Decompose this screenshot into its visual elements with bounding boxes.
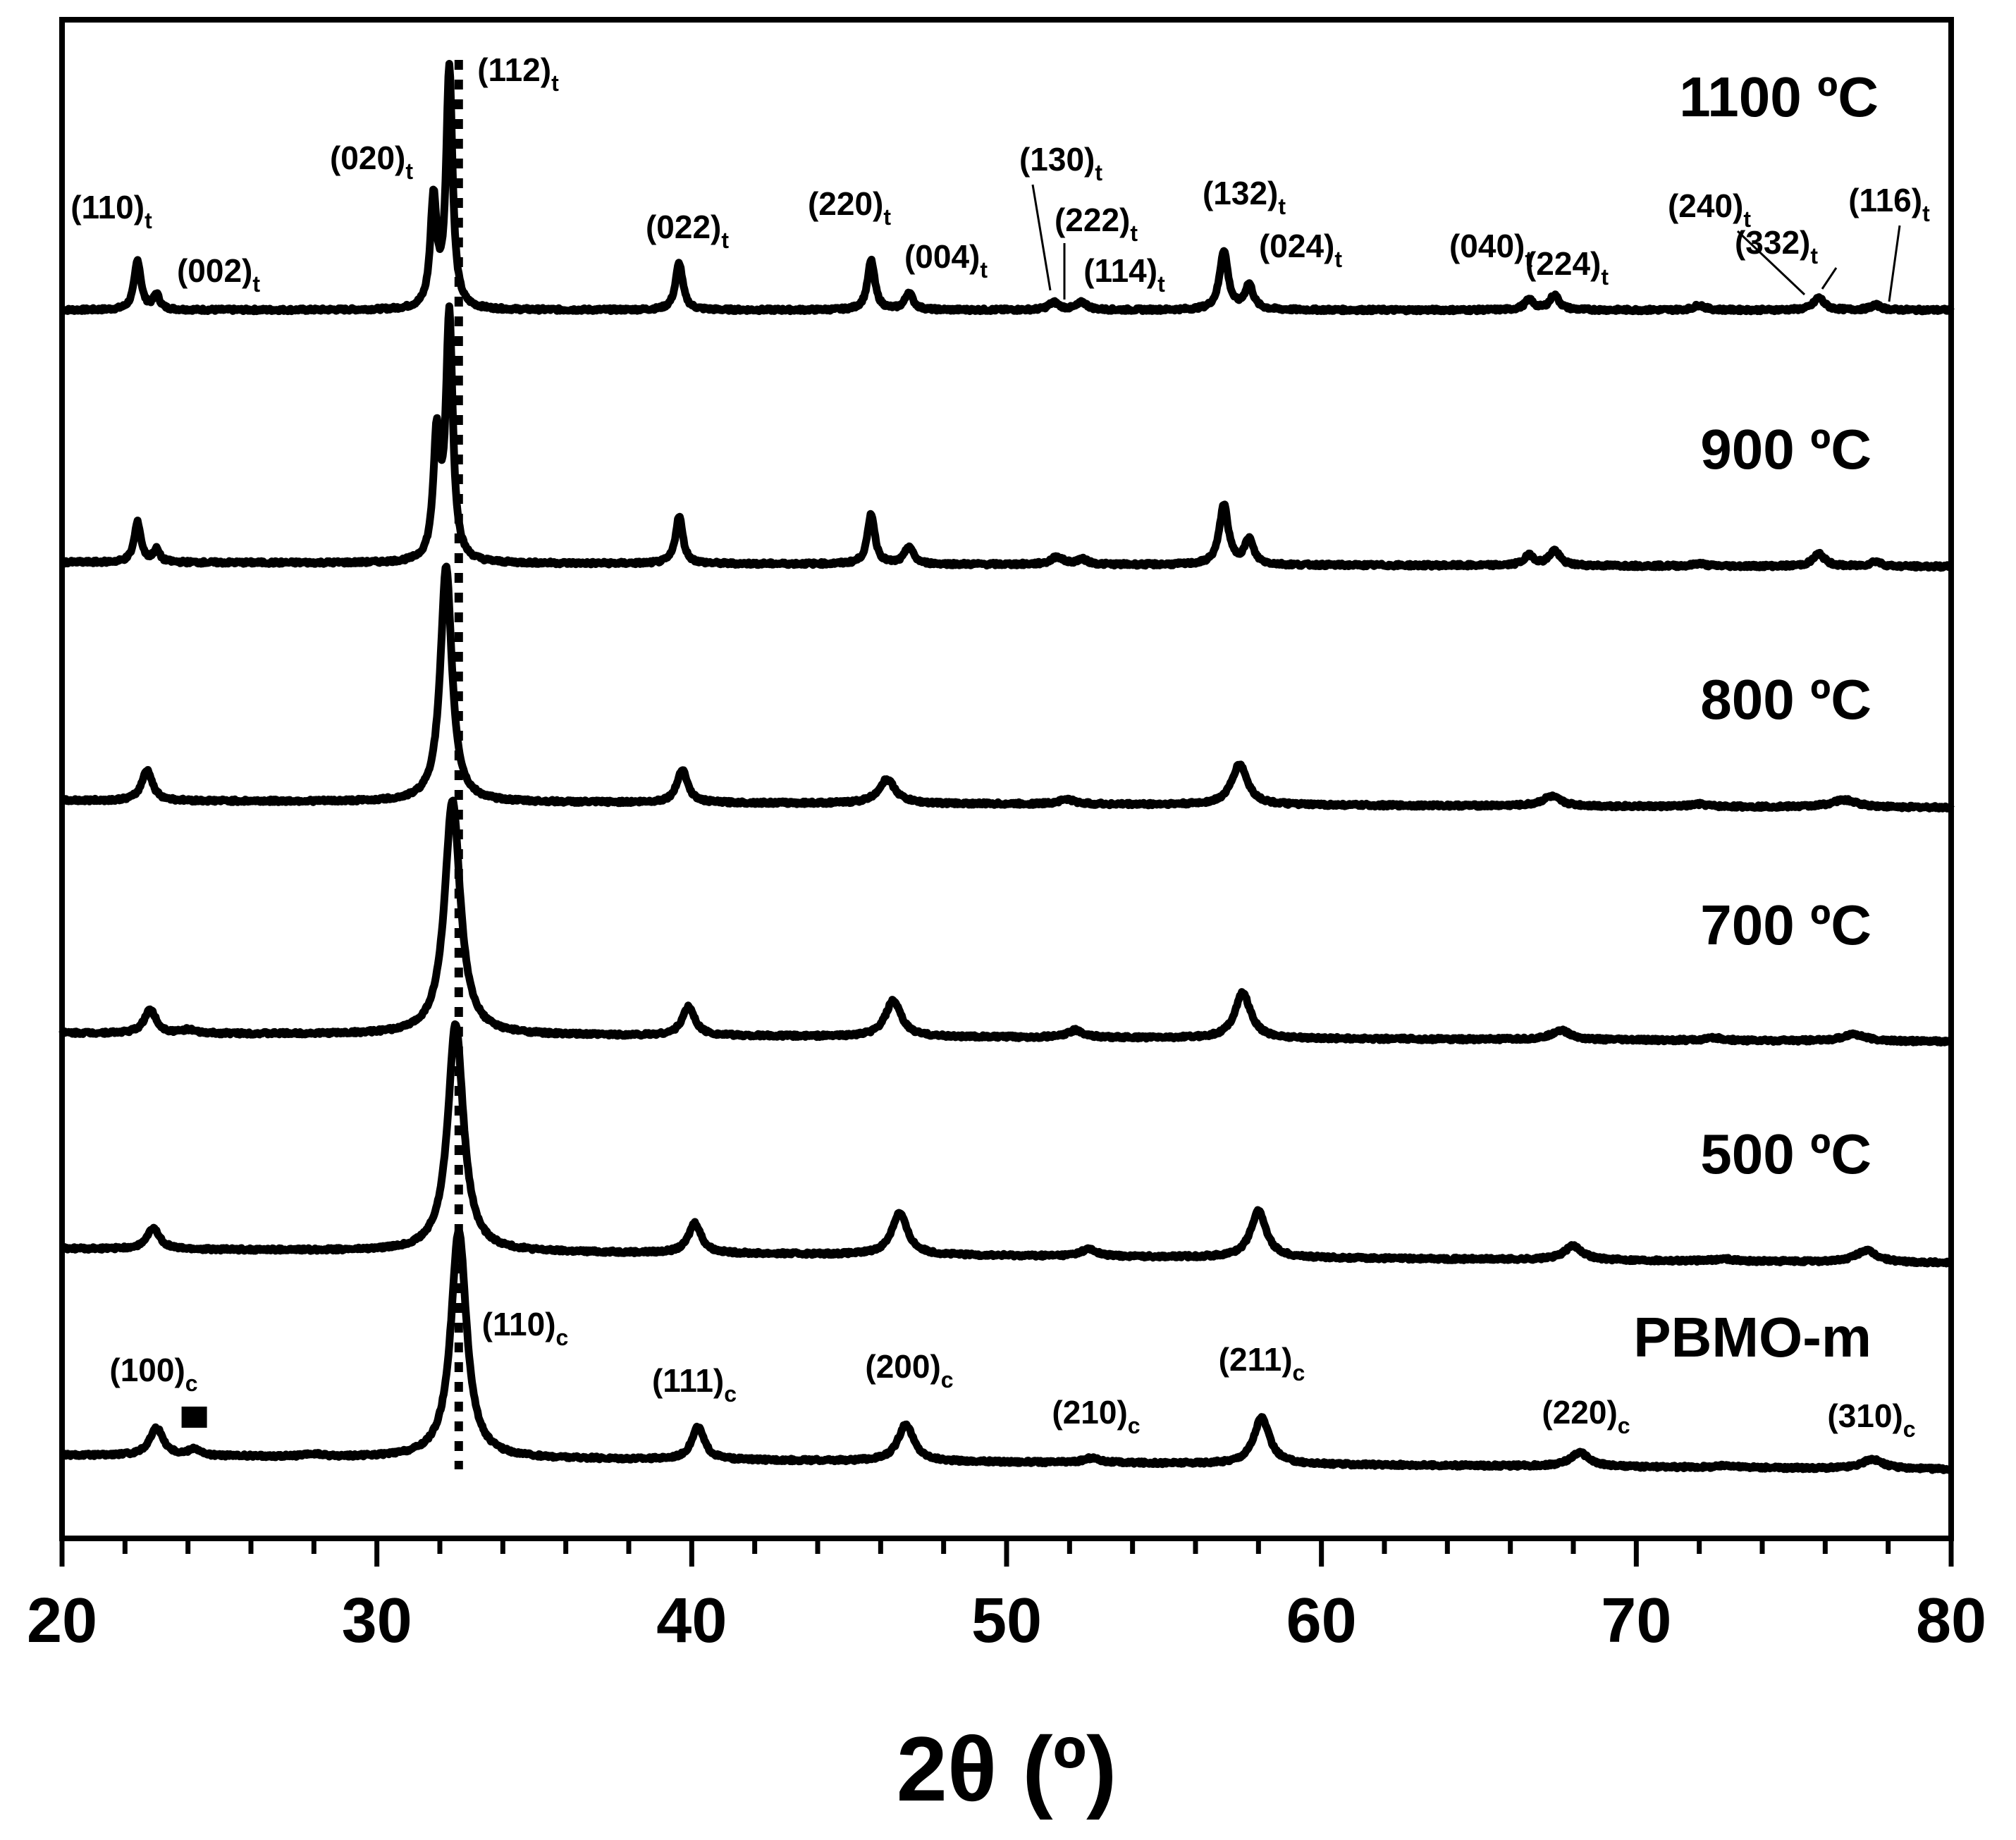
xrd-trace	[59, 796, 1955, 1046]
peak-label: (114)t	[1083, 252, 1165, 297]
peak-label: (100)c	[109, 1352, 197, 1396]
leader-line	[1888, 225, 1901, 302]
plot-area: (110)t (002)t (020)t (112)t (022)t (220)t (004…	[59, 17, 1955, 1541]
xrd-trace	[59, 1225, 1955, 1474]
x-axis-title: 2θ (º)	[897, 1717, 1117, 1820]
leader-line	[1031, 184, 1052, 291]
peak-label: (022)t	[646, 209, 729, 253]
x-tick-label: 50	[971, 1586, 1042, 1656]
xrd-trace	[59, 562, 1955, 813]
peak-label: (112)t	[477, 51, 559, 96]
peak-label: (210)c	[1052, 1394, 1140, 1438]
peak-label: (332)t	[1735, 224, 1818, 268]
sample-label: 700 ºC	[1700, 894, 1871, 956]
peak-label: (310)c	[1827, 1397, 1915, 1442]
peak-label: (132)t	[1203, 175, 1286, 219]
peak-label: (110)t	[70, 189, 152, 233]
x-axis: 20 30 40 50 60 70 80 2θ (º)	[27, 1538, 1986, 1820]
peak-label: (004)t	[904, 238, 988, 283]
xrd-trace	[59, 60, 1955, 316]
peak-label: (024)t	[1259, 228, 1342, 272]
leader-lines	[181, 184, 1901, 1428]
sample-label: 500 ºC	[1700, 1123, 1871, 1185]
peak-label: (222)t	[1055, 202, 1138, 246]
sample-label: 900 ºC	[1700, 418, 1871, 481]
x-ticks	[59, 1538, 1954, 1567]
sample-label: PBMO-m	[1633, 1306, 1871, 1369]
x-tick-label: 70	[1601, 1586, 1671, 1656]
peak-label: (002)t	[177, 252, 260, 297]
xrd-traces	[59, 60, 1955, 1474]
x-tick-label: 20	[27, 1586, 97, 1656]
peak-label: (116)t	[1848, 182, 1930, 226]
x-tick-label: 80	[1916, 1586, 1986, 1656]
x-tick-labels: 20 30 40 50 60 70 80	[27, 1586, 1986, 1656]
xrd-trace	[59, 1020, 1955, 1268]
peak-label: (224)t	[1525, 245, 1609, 290]
x-tick-label: 40	[656, 1586, 727, 1656]
peak-labels: (110)t (002)t (020)t (112)t (022)t (220)t (004…	[70, 51, 1930, 1442]
x-tick-label: 30	[342, 1586, 412, 1656]
peak-label: (110)c	[482, 1306, 569, 1350]
leader-line	[1736, 230, 1806, 296]
peak-label: (200)c	[865, 1348, 953, 1393]
peak-label: (220)c	[1542, 1394, 1630, 1438]
xrd-trace	[59, 302, 1955, 572]
peak-label: (220)t	[808, 185, 891, 230]
impurity-marker	[181, 1407, 207, 1428]
peak-label: (040)t	[1449, 228, 1532, 272]
leader-line	[1821, 267, 1838, 290]
sample-label: 800 ºC	[1700, 668, 1871, 731]
sample-label: 1100 ºC	[1679, 66, 1879, 128]
x-tick-label: 60	[1286, 1586, 1357, 1656]
sample-labels: 1100 ºC 900 ºC 800 ºC 700 ºC 500 ºC PBMO-m	[1633, 66, 1879, 1369]
peak-label: (211)c	[1219, 1341, 1305, 1385]
peak-label: (020)t	[330, 140, 413, 184]
peak-label: (111)c	[652, 1362, 737, 1407]
peak-label: (130)t	[1019, 141, 1102, 185]
